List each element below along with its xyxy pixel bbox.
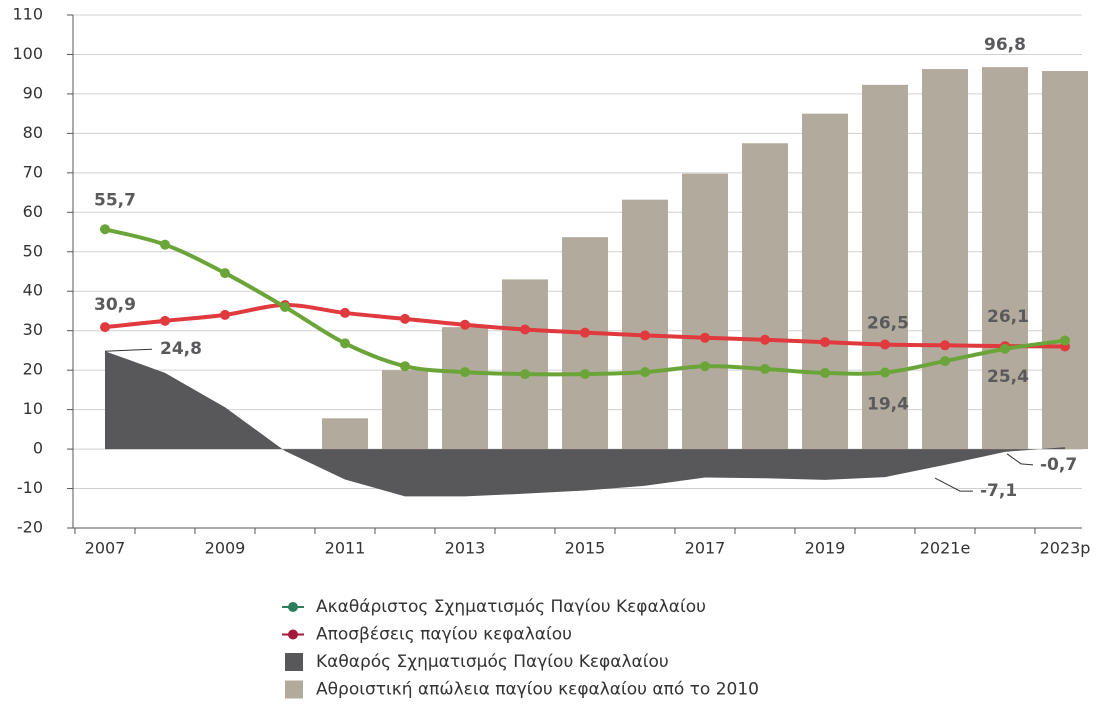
point (700, 361, 710, 372)
point (580, 369, 590, 380)
point (460, 367, 470, 378)
point (760, 363, 770, 374)
y-tick-label: 50 (23, 241, 43, 260)
point (880, 339, 890, 350)
legend-label: Ακαθάριστος Σχηματισμός Παγίου Κεφαλαίου (316, 597, 706, 617)
net-area (105, 351, 1065, 497)
point (700, 332, 710, 343)
y-tick-label: -10 (17, 478, 43, 497)
data-label: 25,4 (987, 367, 1029, 387)
data-label: 30,9 (94, 295, 136, 315)
bar (1042, 71, 1088, 450)
point (820, 367, 830, 378)
y-tick-label: -20 (17, 518, 43, 537)
y-tick-label: 70 (23, 162, 43, 181)
point (760, 334, 770, 345)
bar (682, 173, 728, 450)
point (1060, 335, 1070, 346)
point (1000, 343, 1010, 354)
y-tick-label: 60 (23, 202, 43, 221)
x-tick-label: 2013 (445, 539, 486, 558)
point (340, 307, 350, 318)
point (520, 324, 530, 335)
point (100, 322, 110, 333)
line (104, 227, 1066, 377)
bar (562, 237, 608, 450)
y-tick-label: 30 (23, 320, 43, 339)
point (220, 309, 230, 320)
point (160, 239, 170, 250)
point (820, 337, 830, 348)
x-tick-label: 2007 (85, 539, 126, 558)
point (880, 367, 890, 378)
legend-label: Καθαρός Σχηματισμός Παγίου Κεφαλαίου (316, 652, 669, 672)
x-tick-label: 2015 (565, 539, 606, 558)
leader-line (104, 348, 153, 352)
point (640, 367, 650, 378)
point (220, 268, 230, 279)
bar (442, 327, 488, 450)
y-tick-label: 100 (12, 44, 43, 63)
x-tick-label: 2017 (685, 539, 726, 558)
data-label: 24,8 (160, 339, 202, 359)
data-label: 26,5 (867, 314, 909, 334)
legend-marker (288, 602, 298, 612)
x-tick-label: 2021e (920, 539, 971, 558)
data-label: 19,4 (867, 395, 909, 415)
point (160, 315, 170, 326)
x-tick-label: 2019 (805, 539, 846, 558)
x-tick-label: 2011 (325, 539, 366, 558)
y-tick-label: 90 (23, 83, 43, 102)
y-tick-label: 40 (23, 281, 43, 300)
leader-line (934, 477, 973, 492)
bar (742, 143, 788, 450)
point (280, 302, 290, 313)
point (940, 340, 950, 351)
y-tick-label: 80 (23, 123, 43, 142)
point (100, 224, 110, 235)
bar (982, 67, 1028, 450)
y-tick-label: 0 (33, 439, 43, 458)
bar (862, 84, 908, 450)
point (520, 369, 530, 380)
point (400, 361, 410, 372)
point (580, 327, 590, 338)
legend-marker (288, 629, 298, 640)
point (640, 330, 650, 341)
x-tick-label: 2009 (205, 539, 246, 558)
point (460, 319, 470, 330)
x-tick-label: 2023p (1040, 539, 1091, 558)
data-label: 55,7 (94, 190, 136, 210)
point (400, 313, 410, 324)
data-label: -7,1 (980, 481, 1017, 501)
point (940, 356, 950, 367)
bar (802, 113, 848, 450)
data-label: 26,1 (987, 307, 1029, 327)
leader-line (1006, 453, 1034, 466)
data-label: 96,8 (984, 35, 1026, 55)
bar (922, 69, 968, 450)
legend-label: Αθροιστική απώλεια παγίου κεφαλαίου από … (316, 680, 759, 700)
bar (382, 370, 428, 450)
y-tick-label: 110 (12, 5, 43, 24)
data-label: -0,7 (1040, 455, 1077, 475)
bar (322, 418, 368, 450)
y-tick-label: 20 (23, 360, 43, 379)
bar (502, 279, 548, 450)
y-tick-label: 10 (23, 399, 43, 418)
legend-swatch (285, 680, 303, 699)
legend-label: Αποσβέσεις παγίου κεφαλαίου (316, 625, 572, 645)
bar (622, 199, 668, 450)
point (340, 338, 350, 349)
legend-swatch (285, 653, 303, 671)
